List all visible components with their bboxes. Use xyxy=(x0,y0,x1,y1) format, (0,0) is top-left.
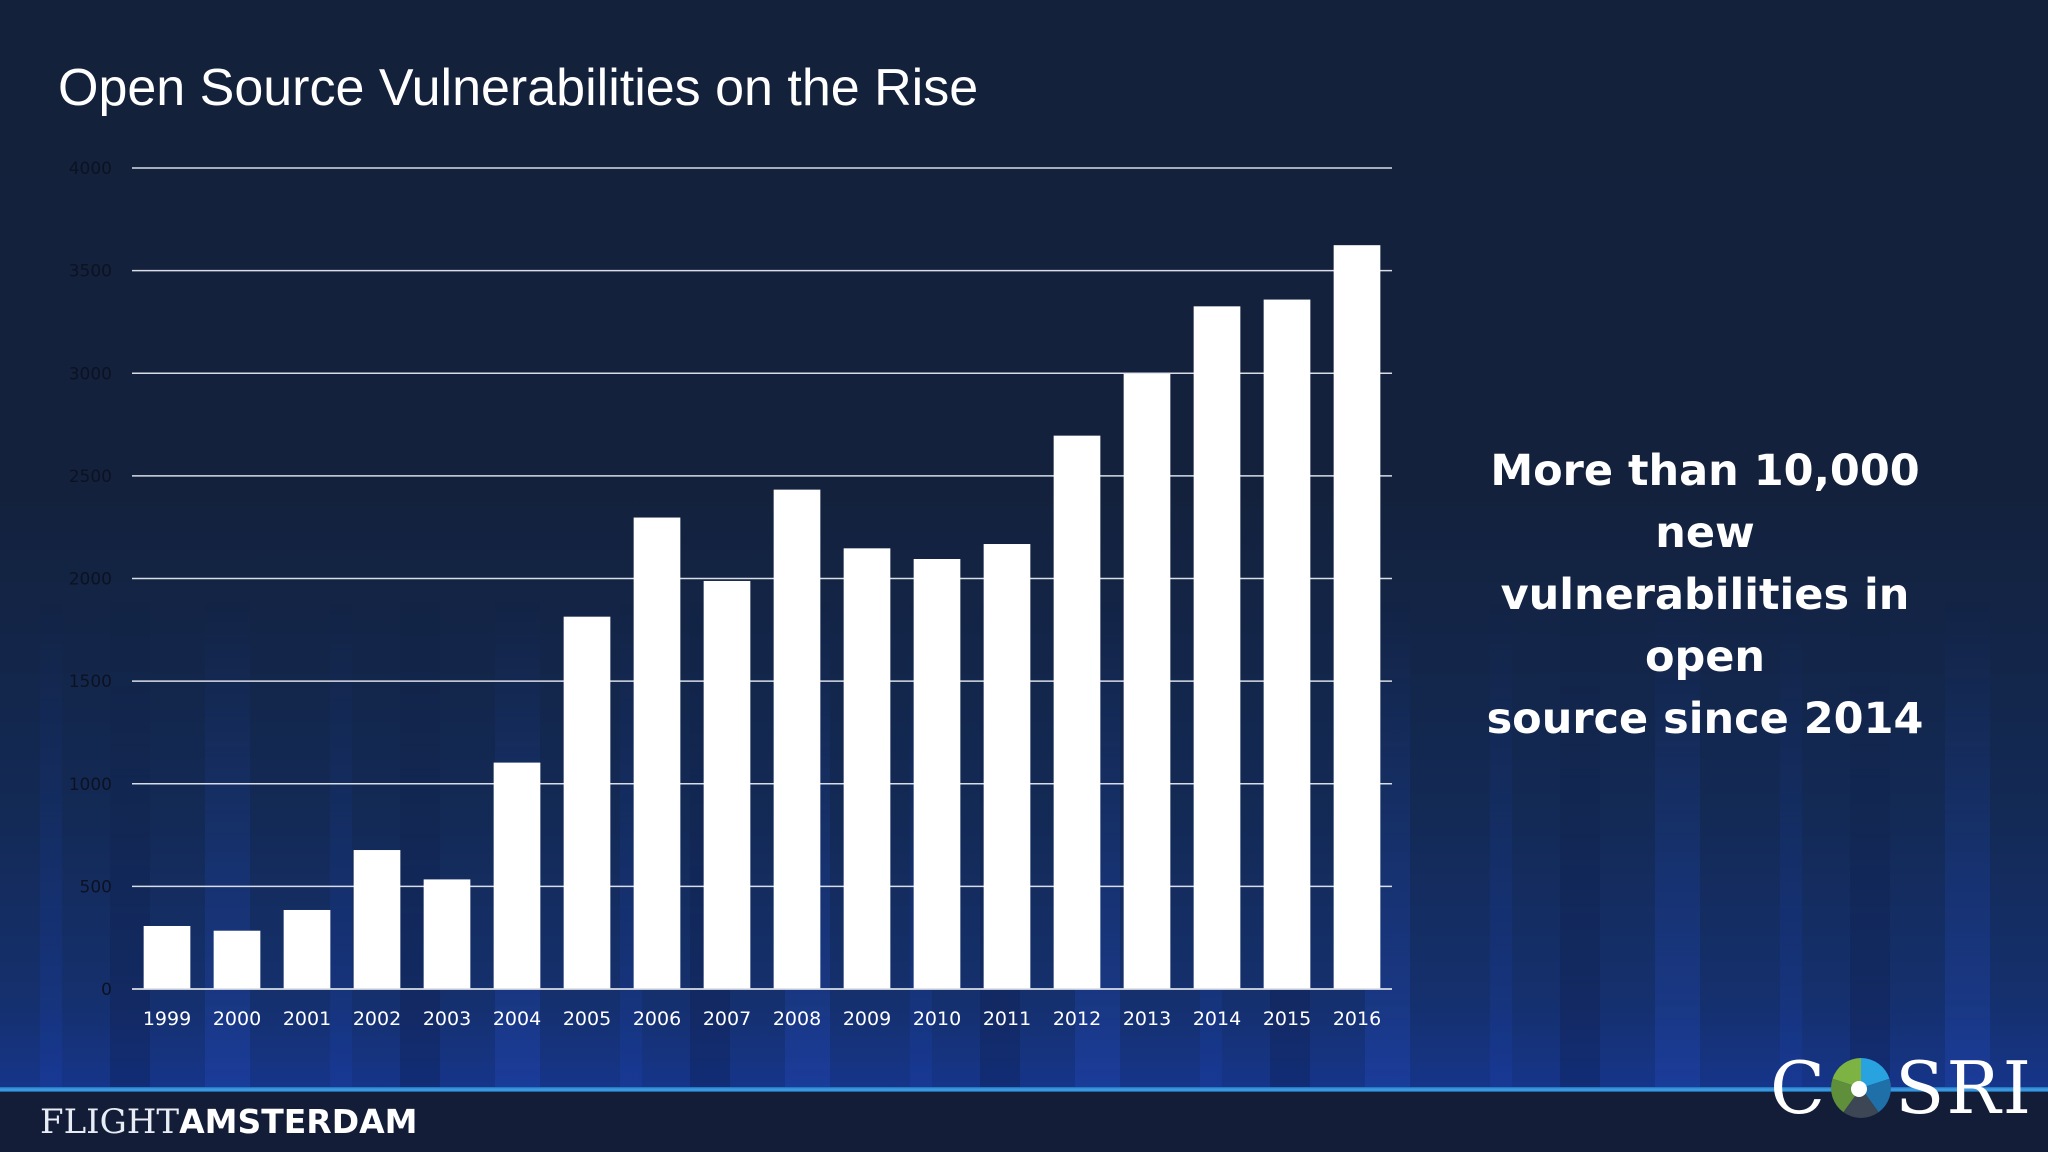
logo-letters-sri: SRI xyxy=(1895,1046,2034,1130)
x-tick-label: 2001 xyxy=(283,1008,331,1030)
bar-2004 xyxy=(493,762,541,989)
bar-2003 xyxy=(423,879,471,989)
y-tick-label: 500 xyxy=(80,877,112,897)
logo-letter-c: C xyxy=(1770,1046,1828,1130)
bar-2012 xyxy=(1053,435,1101,989)
x-tick-label: 2007 xyxy=(703,1008,751,1030)
y-axis-ticks: 0 500 1000 1500 2000 2500 3000 3500 4000 xyxy=(69,159,112,1000)
bar-2007 xyxy=(703,580,751,989)
callout-line: source since 2014 xyxy=(1486,694,1924,744)
bar-2010 xyxy=(913,559,961,989)
logo-text-light: FLIGHT xyxy=(40,1102,180,1142)
x-tick-label: 2013 xyxy=(1123,1008,1171,1030)
y-tick-label: 1000 xyxy=(69,775,112,795)
bar-2002 xyxy=(353,850,401,989)
bar-2011 xyxy=(983,544,1031,989)
bar-2000 xyxy=(213,930,261,989)
x-tick-label: 2016 xyxy=(1333,1008,1381,1030)
x-axis-ticks: 1999 2000 2001 2002 2003 2004 2005 2006 2007 2008… xyxy=(143,1008,1381,1030)
bar-2013 xyxy=(1123,373,1171,989)
bar-2005 xyxy=(563,616,611,989)
x-tick-label: 2002 xyxy=(353,1008,401,1030)
callout-line: vulnerabilities in open xyxy=(1500,570,1910,682)
footer-accent-line xyxy=(0,1087,2048,1092)
x-tick-label: 2000 xyxy=(213,1008,261,1030)
x-tick-label: 2006 xyxy=(633,1008,681,1030)
bar-2001 xyxy=(283,909,331,989)
cosri-logo: C SRI xyxy=(1770,1046,2034,1130)
y-tick-label: 1500 xyxy=(69,672,112,692)
x-tick-label: 2005 xyxy=(563,1008,611,1030)
bar-2016 xyxy=(1333,245,1381,989)
x-tick-label: 2011 xyxy=(983,1008,1031,1030)
x-tick-label: 2003 xyxy=(423,1008,471,1030)
y-tick-label: 2500 xyxy=(69,467,112,487)
x-tick-label: 2008 xyxy=(773,1008,821,1030)
y-tick-label: 2000 xyxy=(69,570,112,590)
bar-2008 xyxy=(773,489,821,989)
x-tick-label: 2015 xyxy=(1263,1008,1311,1030)
slide-title: Open Source Vulnerabilities on the Rise xyxy=(58,59,979,117)
x-tick-label: 2012 xyxy=(1053,1008,1101,1030)
bars xyxy=(132,245,1392,990)
x-tick-label: 1999 xyxy=(143,1008,191,1030)
bar-1999 xyxy=(143,925,191,989)
x-tick-label: 2014 xyxy=(1193,1008,1241,1030)
footer-band xyxy=(0,1092,2048,1152)
cosri-globe-icon xyxy=(1831,1058,1892,1119)
bar-2015 xyxy=(1263,299,1311,989)
y-tick-label: 3000 xyxy=(69,364,112,384)
x-tick-label: 2010 xyxy=(913,1008,961,1030)
bar-2014 xyxy=(1193,306,1241,989)
y-tick-label: 0 xyxy=(101,980,112,1000)
y-tick-label: 3500 xyxy=(69,262,112,282)
callout-text: More than 10,000 new vulnerabilities in … xyxy=(1440,440,1970,750)
x-tick-label: 2009 xyxy=(843,1008,891,1030)
bar-2009 xyxy=(843,548,891,989)
flight-amsterdam-logo: FLIGHTAMSTERDAM xyxy=(40,1100,417,1142)
logo-text-bold: AMSTERDAM xyxy=(179,1102,418,1141)
x-tick-label: 2004 xyxy=(493,1008,541,1030)
bar-2006 xyxy=(633,517,681,989)
callout-line: More than 10,000 new xyxy=(1490,446,1920,558)
y-tick-label: 4000 xyxy=(69,159,112,179)
